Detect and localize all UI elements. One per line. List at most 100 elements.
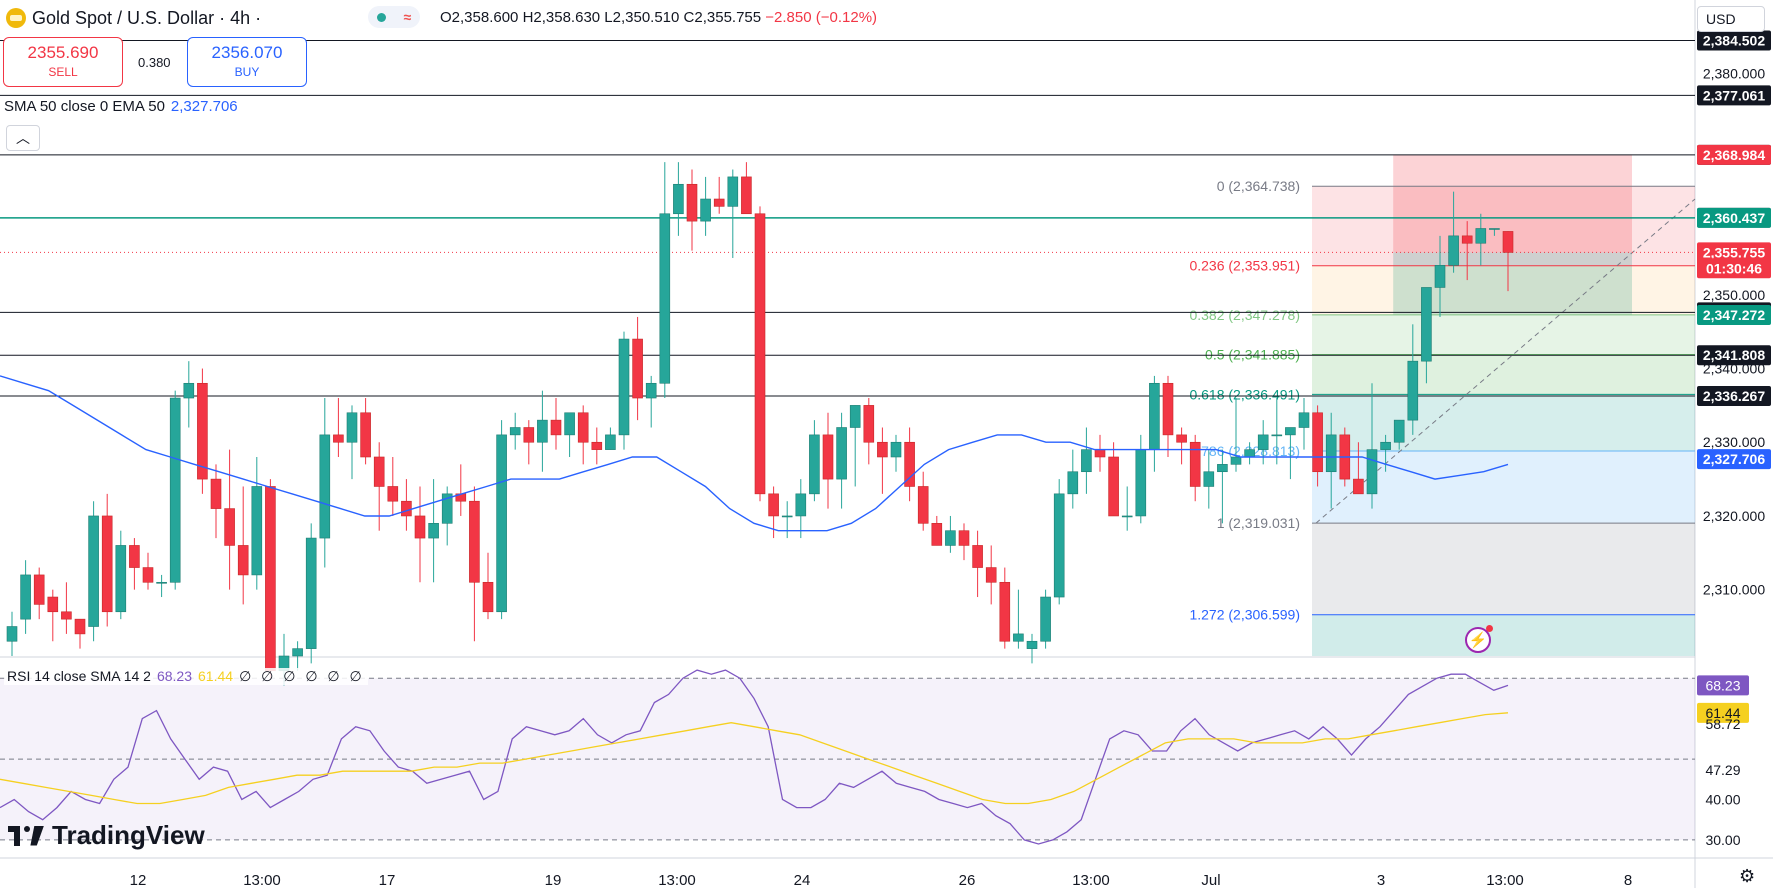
price-axis-label: 2,384.502 [1703, 33, 1765, 49]
lightning-alert-icon[interactable]: ⚡ [1465, 625, 1493, 653]
time-axis-label: 13:00 [658, 872, 696, 888]
candle-body [292, 648, 303, 657]
rsi-axis-label: 61.44 [1705, 705, 1740, 721]
candle-body [1353, 478, 1364, 495]
buy-price: 2356.070 [211, 43, 283, 62]
candle-body [550, 419, 562, 436]
rsi-legend[interactable]: RSI 14 close SMA 14 2 68.23 61.44 ∅ ∅ ∅ ∅ ∅… [4, 668, 368, 685]
candle-body [659, 213, 671, 384]
price-axis-badge [1697, 449, 1771, 470]
collapse-legend-button[interactable]: ︿ [6, 125, 40, 151]
candle-body [47, 596, 59, 613]
candle-body [265, 486, 276, 672]
price-axis-label: 2,380.000 [1703, 66, 1765, 82]
ohlc-readout: O2,358.600 H2,358.630 L2,350.510 C2,355.… [440, 9, 877, 26]
candle-body [958, 530, 970, 546]
candle-body [1244, 449, 1255, 458]
candle-body [713, 198, 725, 207]
notification-dot [1486, 625, 1493, 632]
candle-body [74, 618, 86, 635]
tradingview-logo[interactable]: TradingView [8, 820, 205, 851]
fib-zone [1312, 265, 1695, 315]
candle-body [836, 427, 847, 480]
candle-body [360, 412, 371, 458]
rsi-axis-badge [1697, 702, 1749, 723]
candle-body [156, 581, 167, 584]
candle-body [1407, 360, 1419, 421]
price-axis-badge [1697, 304, 1771, 325]
fib-zone [1312, 394, 1695, 451]
currency-selector[interactable]: USD [1697, 6, 1765, 32]
candle-body [605, 434, 616, 450]
time-axis-label: 13:00 [1072, 872, 1110, 888]
candle-body [1189, 441, 1201, 487]
fib-zone [1312, 614, 1695, 656]
candle-body [1121, 515, 1133, 518]
fib-zone [1312, 186, 1695, 266]
price-axis-label: 2,340.000 [1703, 361, 1765, 377]
buy-label: BUY [234, 65, 260, 79]
price-axis-label: 2,330.000 [1703, 434, 1765, 450]
candle-body [509, 427, 521, 436]
candle-body [6, 626, 18, 642]
price-axis-label: 2,327.706 [1703, 451, 1765, 467]
market-status-pill[interactable]: ≈ [368, 6, 420, 28]
candle-body [1135, 449, 1147, 517]
candle-body [1393, 419, 1405, 443]
candle-body [469, 500, 480, 583]
rsi-empty-values: ∅ ∅ ∅ ∅ ∅ ∅ [239, 668, 365, 684]
candle-body [1149, 382, 1160, 450]
candle-body [183, 382, 195, 399]
rsi-axis-label: 30.00 [1705, 832, 1740, 848]
candle-body [795, 493, 807, 517]
candle-body [632, 338, 643, 399]
candle-body [115, 545, 127, 613]
candle-body [1421, 287, 1432, 362]
candle-body [591, 441, 603, 450]
symbol-header[interactable]: Gold Spot / U.S. Dollar · 4h · [0, 6, 261, 30]
candle-body [1380, 441, 1391, 450]
indicator-legend[interactable]: SMA 50 close 0 EMA 50 2,327.706 [4, 98, 238, 115]
price-axis-badge [1697, 258, 1771, 279]
price-axis-label: 2,360.437 [1703, 210, 1765, 226]
rsi-label: RSI 14 close SMA 14 2 [7, 668, 151, 684]
market-open-dot-icon [376, 12, 386, 22]
candle-body [428, 523, 439, 539]
fib-zone [1312, 314, 1695, 355]
tradingview-logo-icon [8, 825, 44, 846]
fib-level-label: 0.382 (2,347.278) [1189, 307, 1300, 323]
settings-gear-icon[interactable]: ⚙ [1739, 866, 1756, 886]
symbol-title[interactable]: Gold Spot / U.S. Dollar · 4h · [32, 7, 262, 28]
rsi-sma-line [0, 712, 1509, 805]
candle-body [985, 567, 997, 583]
buy-button[interactable]: 2356.070 BUY [187, 37, 307, 87]
candle-body [1040, 596, 1051, 642]
fib-trend-line [1315, 198, 1696, 524]
candle-body [61, 611, 72, 620]
candle-body [1013, 633, 1024, 642]
candle-body [387, 486, 399, 502]
fib-level-label: 0.618 (2,336.491) [1189, 386, 1300, 402]
price-axis-label: 2,368.984 [1703, 147, 1765, 163]
sell-button[interactable]: 2355.690 SELL [3, 37, 123, 87]
candle-body [1475, 228, 1487, 244]
candle-body [1448, 235, 1459, 266]
candle-body [441, 493, 453, 524]
indicator-value: 2,327.706 [170, 98, 238, 115]
price-axis-label: 2,341.808 [1703, 347, 1765, 363]
ema-50-line [0, 375, 1509, 532]
candle-body [101, 515, 113, 613]
candle-body [809, 434, 820, 495]
short-target-zone [1393, 252, 1632, 315]
candle-body [890, 441, 902, 458]
candle-body [414, 515, 426, 539]
candle-body [88, 515, 99, 627]
candle-body [564, 412, 575, 436]
candle-body [496, 434, 507, 613]
gold-coin-icon [6, 8, 26, 28]
candle-body [686, 183, 698, 222]
price-axis-badge [1697, 242, 1771, 263]
candle-body [727, 176, 739, 207]
fib-level-label: 0.5 (2,341.885) [1205, 347, 1300, 363]
